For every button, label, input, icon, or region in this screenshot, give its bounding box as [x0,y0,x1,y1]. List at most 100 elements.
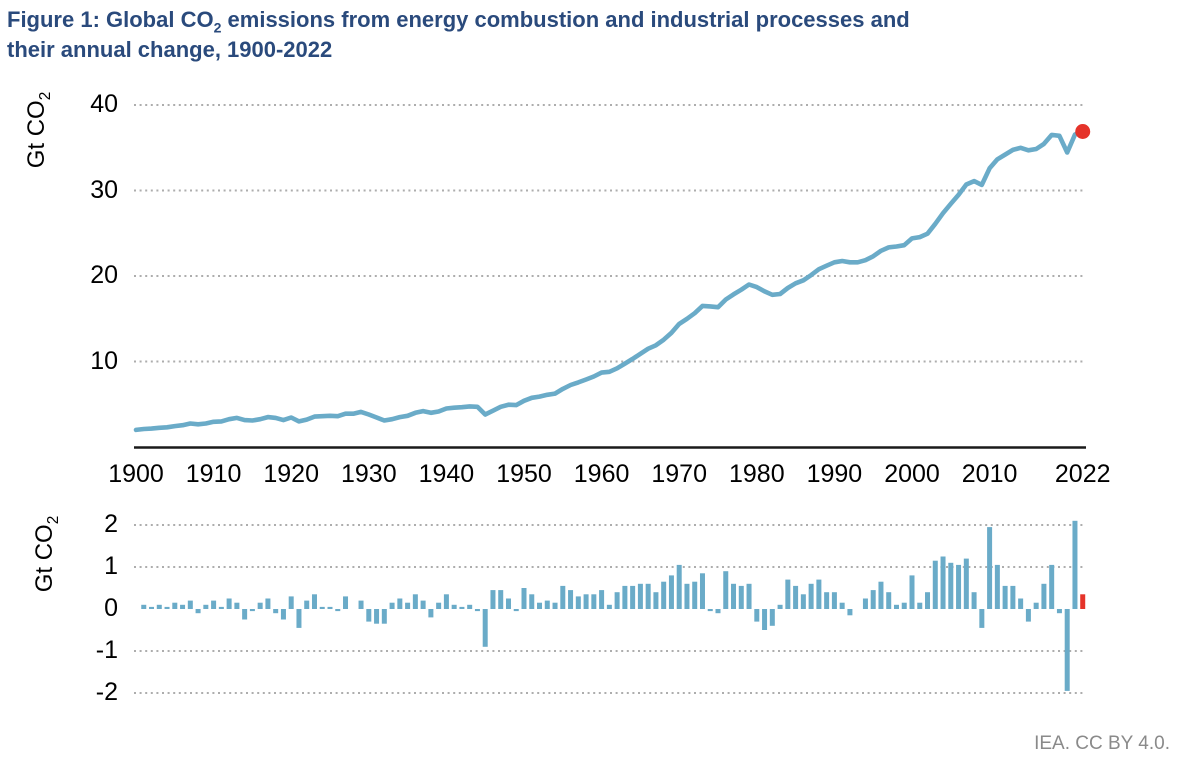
bar-1951 [529,594,535,609]
bar-1984 [785,579,791,609]
y-axis-label-text: Gt CO [23,100,50,169]
bar-1910 [211,600,217,609]
bar-1903 [156,604,162,609]
bar-1906 [180,604,186,609]
top-y-tick-40: 40 [90,90,118,118]
bar-2001 [917,602,923,609]
attribution-text: IEA. CC BY 4.0. [1034,733,1170,754]
bottom-y-tick-1: 1 [104,552,118,580]
bar-2018 [1049,564,1055,609]
bar-1904 [164,606,170,609]
bar-1920 [288,596,294,609]
bar-1930 [366,609,372,622]
bar-1957 [575,596,581,609]
bar-2004 [940,556,946,609]
bar-1964 [630,585,636,609]
bar-1955 [560,585,566,609]
bar-1965 [637,583,643,609]
bar-1940 [443,594,449,609]
bar-1953 [544,600,550,609]
bar-2017 [1041,583,1047,609]
bar-1959 [591,594,597,609]
bar-1924 [319,606,325,609]
bar-1972 [692,581,698,609]
bar-1988 [816,579,822,609]
bar-1939 [436,602,442,609]
bar-1998 [893,604,899,609]
bar-2005 [948,562,954,609]
bar-1914 [242,609,248,620]
x-tick-1940: 1940 [418,460,475,488]
bar-1936 [412,594,418,609]
bar-2015 [1025,609,1031,622]
bar-1960 [599,590,605,609]
bar-1969 [668,575,674,609]
bar-1923 [311,594,317,609]
bar-1937 [420,600,426,609]
x-tick-1960: 1960 [573,460,630,488]
bar-2006 [956,564,962,609]
x-tick-1990: 1990 [806,460,863,488]
bar-1919 [280,609,286,620]
bar-1986 [800,594,806,609]
bar-1987 [808,583,814,609]
x-tick-1900: 1900 [108,460,164,488]
bar-1922 [304,600,310,609]
bar-1978 [738,585,744,609]
bar-1915 [249,609,255,612]
bar-1981 [762,609,768,630]
bar-1902 [149,606,155,609]
bar-1973 [699,573,705,609]
title-text: Figure 1: Global CO [7,7,214,32]
bar-1976 [723,571,729,609]
bar-1958 [583,594,589,609]
x-tick-2000: 2000 [884,460,940,488]
bar-1949 [513,609,519,612]
bar-1977 [731,583,737,609]
x-tick-1980: 1980 [728,460,785,488]
bar-1935 [405,602,411,609]
bar-1990 [831,592,837,609]
bar-1907 [187,600,193,609]
bar-1983 [777,604,783,609]
bar-1921 [296,609,302,628]
end-point-marker-2022 [1075,124,1091,140]
bar-1971 [684,583,690,609]
bar-1995 [870,590,876,609]
bar-1908 [195,609,201,614]
bar-2011 [994,564,1000,609]
bar-2016 [1033,602,1039,609]
x-tick-2010: 2010 [961,460,1018,488]
bar-2008 [971,592,977,609]
top-chart-y-axis-label: Gt CO2 [23,92,54,169]
bar-1992 [847,609,853,616]
annual-change-bars [141,520,1086,691]
bottom-chart-gridlines [134,524,1086,694]
title-text: emissions from energy combustion and ind… [221,7,910,32]
top-y-tick-10: 10 [90,346,118,375]
bar-2007 [963,558,969,609]
bar-1938 [428,609,434,618]
bottom-y-tick--2: -2 [95,678,118,706]
bar-1966 [645,583,651,609]
bar-2013 [1010,585,1016,609]
bar-1918 [273,609,279,614]
bar-1933 [389,602,395,609]
bar-1963 [622,585,628,609]
bar-1967 [653,592,659,609]
bar-1917 [265,598,271,609]
bar-2003 [932,560,938,609]
bar-2021 [1072,520,1078,609]
bar-1991 [839,602,845,609]
top-y-tick-30: 30 [90,175,118,204]
x-tick-1950: 1950 [496,460,552,488]
bar-1916 [257,602,263,609]
bar-2019 [1056,609,1062,614]
top-y-tick-20: 20 [90,261,118,289]
bar-1925 [327,606,333,609]
bar-1912 [226,598,232,609]
bar-1913 [234,602,240,609]
bar-2009 [979,609,985,628]
bar-1956 [568,590,574,609]
